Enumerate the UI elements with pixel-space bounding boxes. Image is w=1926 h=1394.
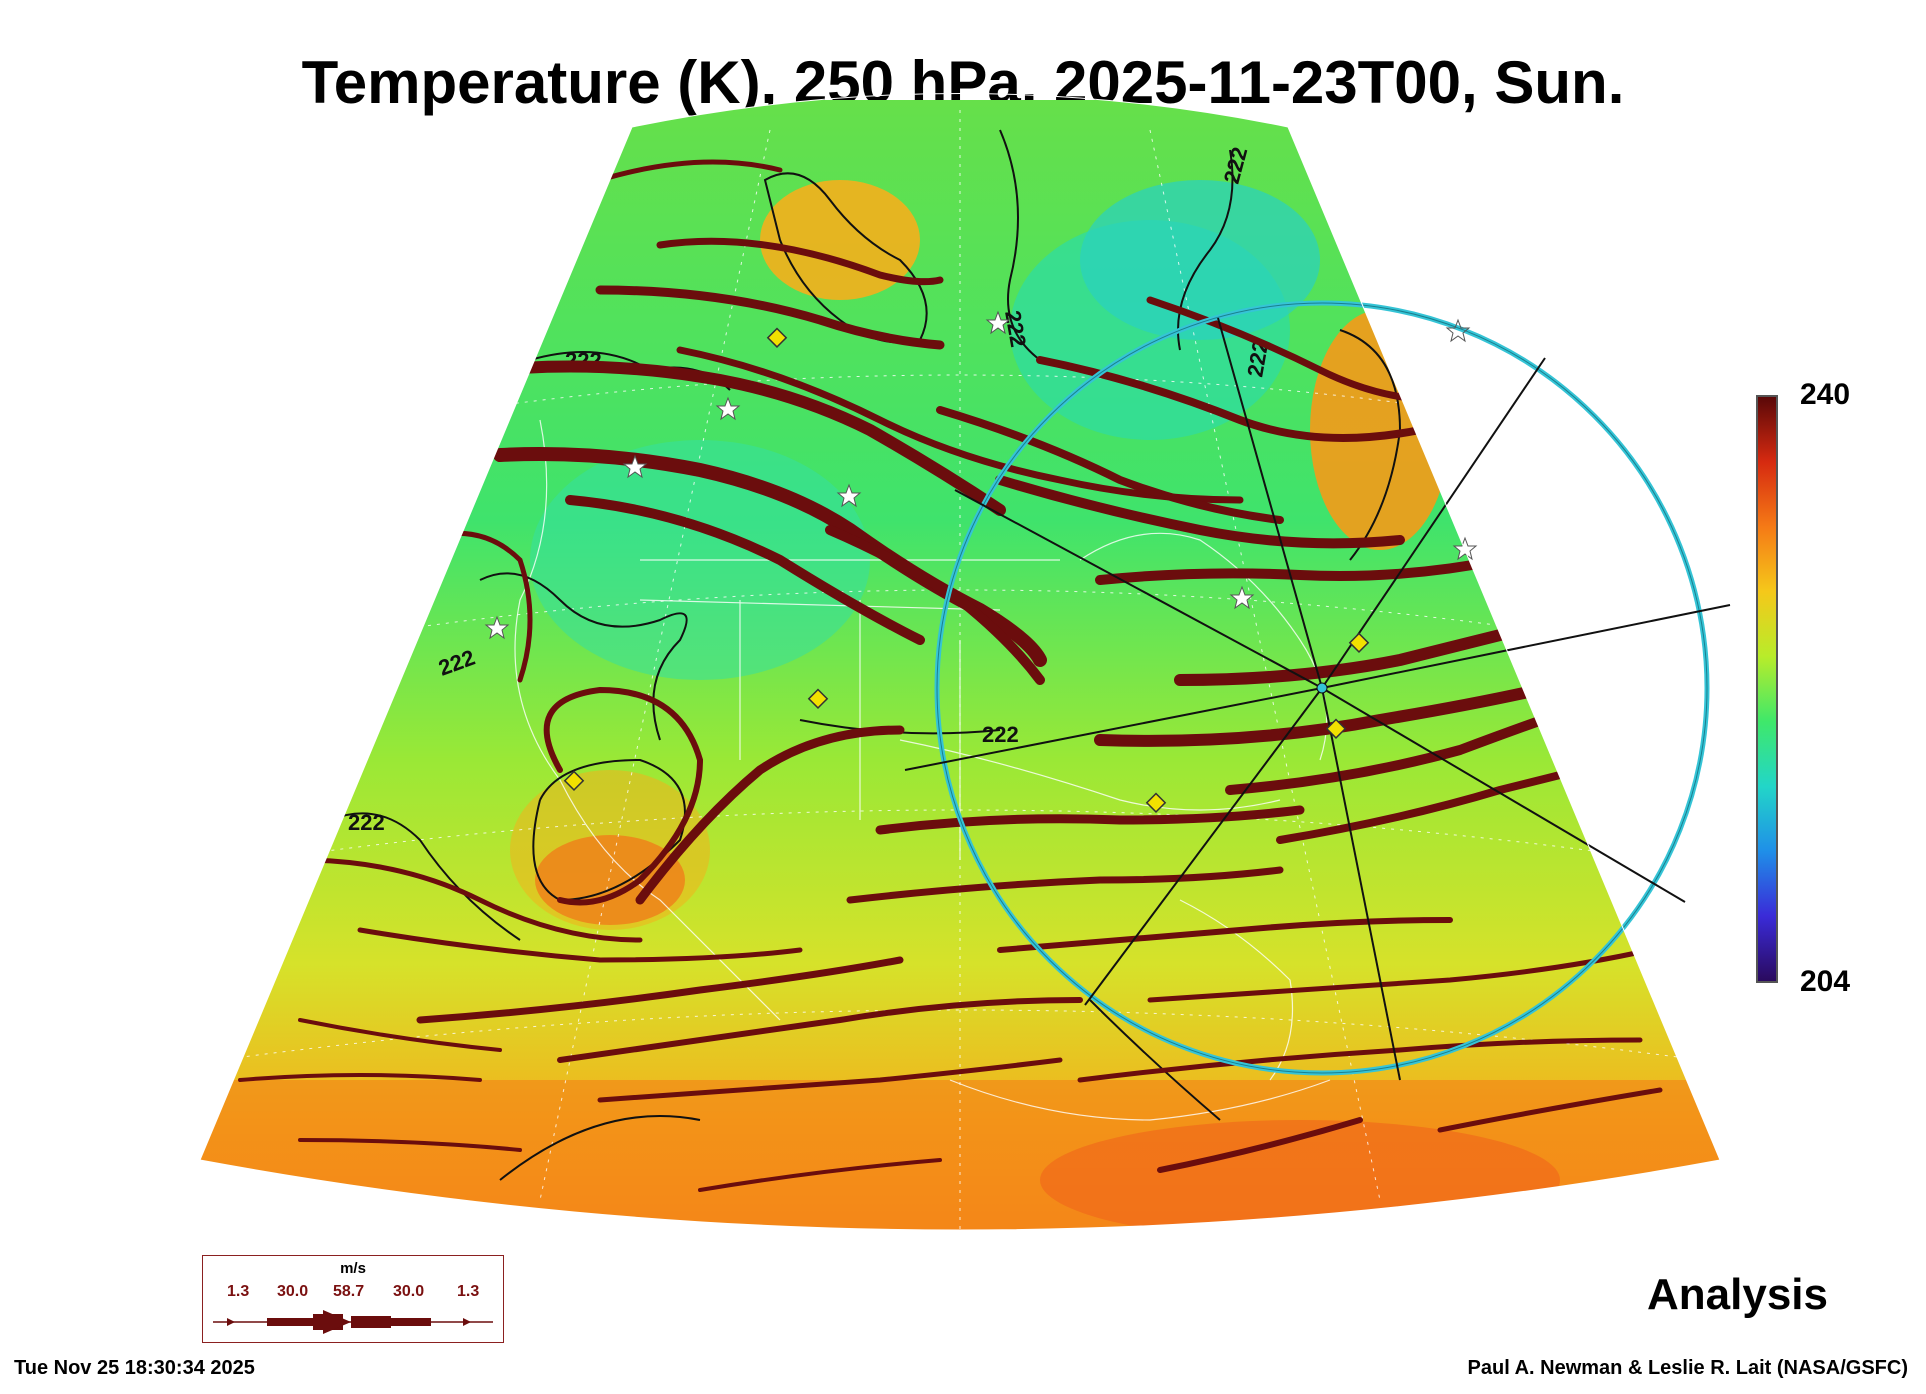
wind-speed-legend: m/s 1.3 30.0 58.7 30.0 1.3 [202,1255,504,1343]
star-marker [1452,536,1478,561]
legend-unit: m/s [340,1260,366,1277]
credit-line: Paul A. Newman & Leslie R. Lait (NASA/GS… [1467,1357,1908,1379]
legend-value: 1.3 [457,1283,480,1300]
diamond-marker [807,688,829,709]
colorbar-min-label: 204 [1800,965,1851,998]
star-marker [1445,318,1471,343]
diamond-markers [563,327,1370,813]
star-markers [484,310,1478,640]
colorbar-max-label: 240 [1800,378,1851,411]
diamond-marker [1348,632,1370,653]
diamond-marker [766,327,788,348]
diamond-marker [1145,792,1167,813]
graticule [219,110,1701,1230]
legend-value: 30.0 [277,1283,309,1300]
star-marker [836,483,862,508]
diamond-marker [563,770,585,791]
legend-value: 58.7 [333,1283,365,1300]
diamond-marker [1325,718,1347,739]
star-marker [1229,585,1255,610]
product-label: Analysis [1647,1270,1828,1319]
ring-spokes [904,317,1731,1081]
star-marker [985,310,1011,335]
range-ring [934,300,1710,1076]
geographic-boundaries [514,419,1331,1121]
contour-label: 222 [982,722,1019,747]
ring-center-marker [1316,682,1328,694]
contour-label: 222 [348,810,385,835]
star-marker [622,454,648,479]
timestamp: Tue Nov 25 18:30:34 2025 [14,1357,255,1379]
star-marker [484,615,510,640]
star-marker [715,396,741,421]
legend-value: 30.0 [393,1283,425,1300]
legend-value: 1.3 [227,1283,250,1300]
legend-arrow-scale [213,1310,493,1334]
colorbar [1756,395,1778,983]
map-sector-outline [199,93,1721,1231]
